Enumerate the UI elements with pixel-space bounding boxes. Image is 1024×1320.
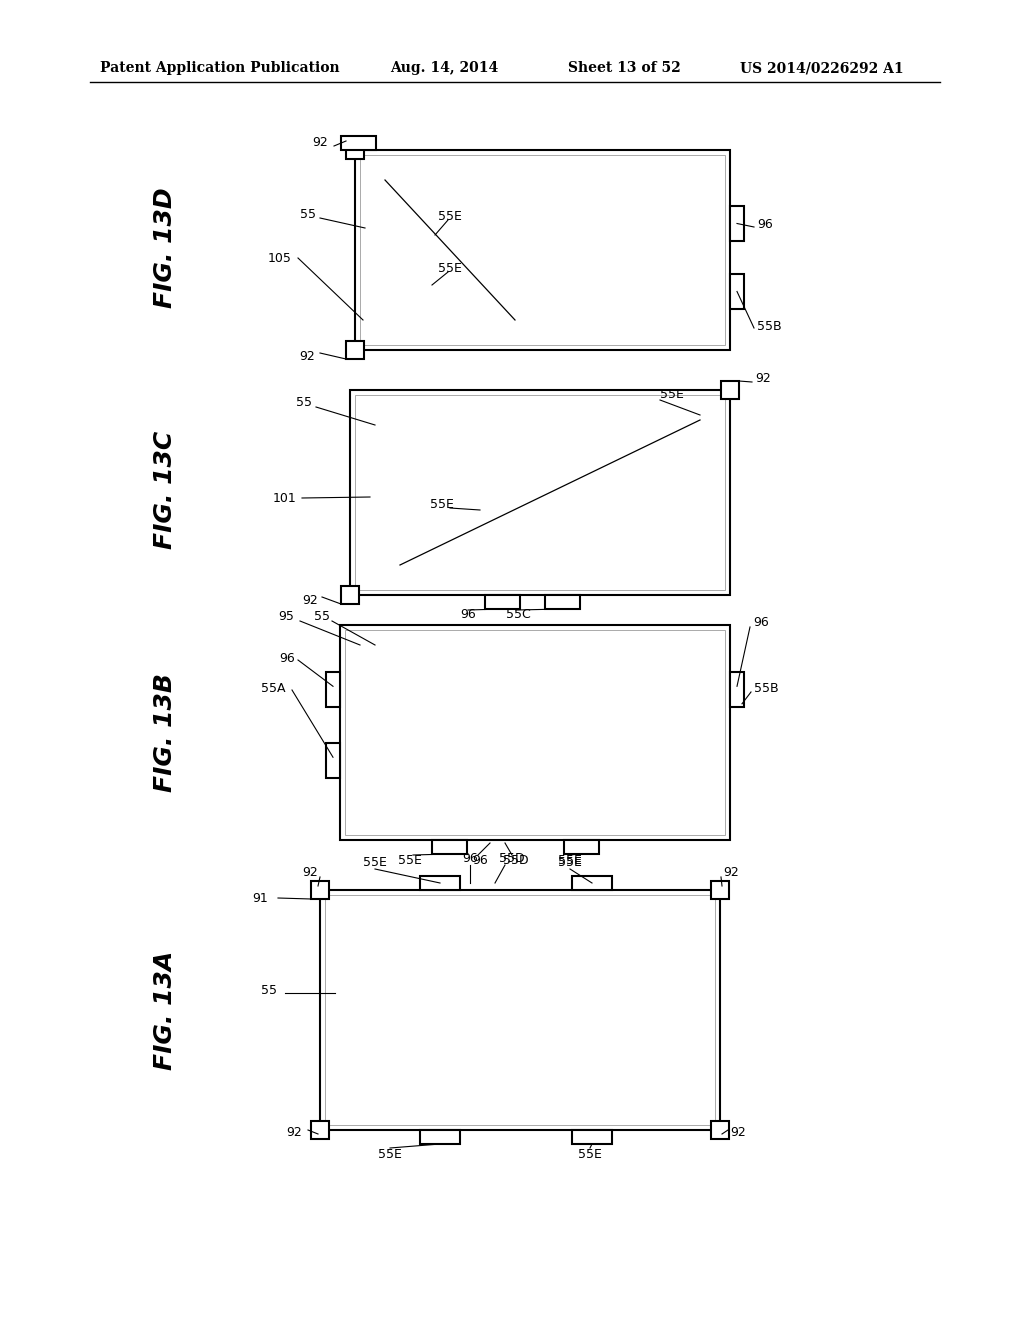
Text: 55C: 55C (506, 607, 530, 620)
Bar (326, 743, 340, 779)
Bar (711, 880, 729, 899)
Text: 55E: 55E (579, 1148, 602, 1162)
Bar (326, 672, 340, 708)
Text: 55B: 55B (754, 681, 778, 694)
Text: 96: 96 (753, 616, 769, 630)
Text: 105: 105 (268, 252, 292, 264)
Text: 95: 95 (279, 610, 294, 623)
Text: 92: 92 (730, 1126, 745, 1139)
Bar (325, 895, 715, 1125)
Text: 92: 92 (302, 866, 318, 879)
Text: 55D: 55D (503, 854, 528, 866)
Text: 55E: 55E (364, 855, 387, 869)
Bar (355, 150, 730, 350)
Bar (721, 381, 739, 399)
Text: 92: 92 (312, 136, 328, 149)
Text: 55: 55 (261, 983, 278, 997)
Text: 92: 92 (287, 1126, 302, 1139)
Bar (340, 624, 730, 840)
Text: 55: 55 (300, 207, 316, 220)
Bar (355, 395, 725, 590)
Text: 92: 92 (299, 350, 315, 363)
Bar (350, 389, 730, 595)
Bar (711, 1121, 729, 1139)
Text: 55E: 55E (398, 854, 422, 866)
Text: 96: 96 (460, 607, 476, 620)
Bar (572, 1130, 612, 1144)
Text: FIG. 13B: FIG. 13B (153, 673, 177, 792)
Text: 101: 101 (272, 491, 296, 504)
Bar (564, 840, 599, 854)
Bar (346, 341, 364, 359)
Text: 96: 96 (462, 851, 478, 865)
Text: 92: 92 (755, 371, 771, 384)
Bar (484, 595, 519, 609)
Text: Patent Application Publication: Patent Application Publication (100, 61, 340, 75)
Text: 55B: 55B (757, 319, 781, 333)
Bar (420, 1130, 460, 1144)
Bar (341, 586, 359, 605)
Bar (730, 206, 744, 242)
Text: 92: 92 (723, 866, 738, 879)
Text: 55: 55 (314, 610, 330, 623)
Text: 55E: 55E (430, 499, 454, 511)
Text: US 2014/0226292 A1: US 2014/0226292 A1 (740, 61, 903, 75)
Text: 55: 55 (296, 396, 312, 409)
Bar (341, 136, 376, 150)
Text: 91: 91 (252, 891, 268, 904)
Text: 96: 96 (280, 652, 295, 664)
Text: 55E: 55E (438, 210, 462, 223)
Text: 55E: 55E (660, 388, 684, 401)
Text: FIG. 13A: FIG. 13A (153, 950, 177, 1069)
Text: 55D: 55D (499, 851, 525, 865)
Text: FIG. 13D: FIG. 13D (153, 187, 177, 309)
Text: 55A: 55A (261, 681, 286, 694)
Bar (546, 595, 581, 609)
Text: Aug. 14, 2014: Aug. 14, 2014 (390, 61, 499, 75)
Bar (730, 275, 744, 309)
Bar (572, 876, 612, 890)
Bar (346, 141, 364, 158)
Bar (360, 154, 725, 345)
Bar (311, 1121, 329, 1139)
Bar (730, 672, 744, 708)
Text: 55E: 55E (378, 1148, 402, 1162)
Text: 96: 96 (472, 854, 487, 866)
Bar (420, 876, 460, 890)
Bar (432, 840, 467, 854)
Text: Sheet 13 of 52: Sheet 13 of 52 (568, 61, 681, 75)
Text: 96: 96 (757, 219, 773, 231)
Text: 92: 92 (302, 594, 318, 606)
Bar (311, 880, 329, 899)
Bar (345, 630, 725, 836)
Bar (319, 890, 720, 1130)
Text: 55E: 55E (558, 855, 582, 869)
Text: 55E: 55E (558, 854, 582, 866)
Text: FIG. 13C: FIG. 13C (153, 430, 177, 549)
Text: 55E: 55E (438, 261, 462, 275)
